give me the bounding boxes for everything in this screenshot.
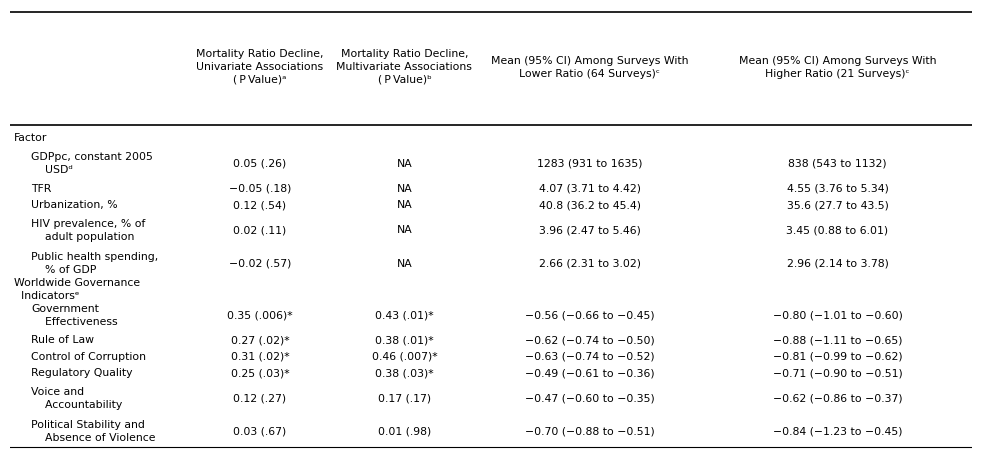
Text: −0.56 (−0.66 to −0.45): −0.56 (−0.66 to −0.45) — [524, 310, 654, 320]
Text: 40.8 (36.2 to 45.4): 40.8 (36.2 to 45.4) — [539, 200, 640, 211]
Text: −0.81 (−0.99 to −0.62): −0.81 (−0.99 to −0.62) — [773, 352, 902, 362]
Text: Worldwide Governance
  Indicatorsᵉ: Worldwide Governance Indicatorsᵉ — [14, 278, 139, 301]
Text: Public health spending,
    % of GDP: Public health spending, % of GDP — [31, 252, 158, 275]
Text: Government
    Effectiveness: Government Effectiveness — [31, 304, 118, 327]
Text: −0.71 (−0.90 to −0.51): −0.71 (−0.90 to −0.51) — [773, 369, 902, 379]
Text: −0.84 (−1.23 to −0.45): −0.84 (−1.23 to −0.45) — [773, 427, 902, 437]
Text: −0.70 (−0.88 to −0.51): −0.70 (−0.88 to −0.51) — [524, 427, 655, 437]
Text: −0.80 (−1.01 to −0.60): −0.80 (−1.01 to −0.60) — [773, 310, 902, 320]
Text: Voice and
    Accountability: Voice and Accountability — [31, 387, 122, 410]
Text: −0.49 (−0.61 to −0.36): −0.49 (−0.61 to −0.36) — [524, 369, 654, 379]
Text: 3.45 (0.88 to 6.01): 3.45 (0.88 to 6.01) — [787, 225, 889, 235]
Text: −0.63 (−0.74 to −0.52): −0.63 (−0.74 to −0.52) — [524, 352, 654, 362]
Text: 0.12 (.54): 0.12 (.54) — [234, 200, 287, 211]
Text: −0.02 (.57): −0.02 (.57) — [229, 259, 292, 269]
Text: 0.03 (.67): 0.03 (.67) — [234, 427, 287, 437]
Text: Mortality Ratio Decline,
Multivariate Associations
( P Value)ᵇ: Mortality Ratio Decline, Multivariate As… — [337, 50, 472, 85]
Text: 838 (543 to 1132): 838 (543 to 1132) — [789, 159, 887, 169]
Text: Political Stability and
    Absence of Violence: Political Stability and Absence of Viole… — [31, 421, 155, 443]
Text: Mean (95% CI) Among Surveys With
Lower Ratio (64 Surveys)ᶜ: Mean (95% CI) Among Surveys With Lower R… — [491, 56, 688, 78]
Text: 0.38 (.03)*: 0.38 (.03)* — [375, 369, 434, 379]
Text: TFR: TFR — [31, 184, 51, 194]
Text: 0.46 (.007)*: 0.46 (.007)* — [371, 352, 437, 362]
Text: NA: NA — [397, 259, 412, 269]
Text: −0.62 (−0.74 to −0.50): −0.62 (−0.74 to −0.50) — [524, 335, 655, 345]
Text: Control of Corruption: Control of Corruption — [31, 352, 146, 362]
Text: Urbanization, %: Urbanization, % — [31, 200, 118, 211]
Text: −0.47 (−0.60 to −0.35): −0.47 (−0.60 to −0.35) — [524, 394, 655, 404]
Text: 2.66 (2.31 to 3.02): 2.66 (2.31 to 3.02) — [539, 259, 640, 269]
Text: Factor: Factor — [14, 133, 47, 143]
Text: 1283 (931 to 1635): 1283 (931 to 1635) — [537, 159, 642, 169]
Text: 0.17 (.17): 0.17 (.17) — [378, 394, 431, 404]
Text: GDPpc, constant 2005
    USDᵈ: GDPpc, constant 2005 USDᵈ — [31, 152, 153, 175]
Text: 4.07 (3.71 to 4.42): 4.07 (3.71 to 4.42) — [539, 184, 640, 194]
Text: 0.02 (.11): 0.02 (.11) — [234, 225, 287, 235]
Text: −0.62 (−0.86 to −0.37): −0.62 (−0.86 to −0.37) — [773, 394, 902, 404]
Text: 0.27 (.02)*: 0.27 (.02)* — [231, 335, 290, 345]
Text: HIV prevalence, % of
    adult population: HIV prevalence, % of adult population — [31, 219, 145, 242]
Text: 0.35 (.006)*: 0.35 (.006)* — [227, 310, 293, 320]
Text: 2.96 (2.14 to 3.78): 2.96 (2.14 to 3.78) — [787, 259, 889, 269]
Text: 35.6 (27.7 to 43.5): 35.6 (27.7 to 43.5) — [787, 200, 889, 211]
Text: Mean (95% CI) Among Surveys With
Higher Ratio (21 Surveys)ᶜ: Mean (95% CI) Among Surveys With Higher … — [738, 56, 936, 78]
Text: NA: NA — [397, 159, 412, 169]
Text: 0.12 (.27): 0.12 (.27) — [234, 394, 287, 404]
Text: Mortality Ratio Decline,
Univariate Associations
( P Value)ᵃ: Mortality Ratio Decline, Univariate Asso… — [196, 50, 324, 85]
Text: 0.01 (.98): 0.01 (.98) — [378, 427, 431, 437]
Text: 0.38 (.01)*: 0.38 (.01)* — [375, 335, 434, 345]
Text: −0.88 (−1.11 to −0.65): −0.88 (−1.11 to −0.65) — [773, 335, 902, 345]
Text: 0.31 (.02)*: 0.31 (.02)* — [231, 352, 290, 362]
Text: Regulatory Quality: Regulatory Quality — [31, 369, 133, 379]
Text: NA: NA — [397, 184, 412, 194]
Text: 0.05 (.26): 0.05 (.26) — [234, 159, 287, 169]
Text: NA: NA — [397, 225, 412, 235]
Text: NA: NA — [397, 200, 412, 211]
Text: 0.25 (.03)*: 0.25 (.03)* — [231, 369, 290, 379]
Text: −0.05 (.18): −0.05 (.18) — [229, 184, 292, 194]
Text: 4.55 (3.76 to 5.34): 4.55 (3.76 to 5.34) — [787, 184, 889, 194]
Text: Rule of Law: Rule of Law — [31, 335, 94, 345]
Text: 3.96 (2.47 to 5.46): 3.96 (2.47 to 5.46) — [539, 225, 640, 235]
Text: 0.43 (.01)*: 0.43 (.01)* — [375, 310, 434, 320]
